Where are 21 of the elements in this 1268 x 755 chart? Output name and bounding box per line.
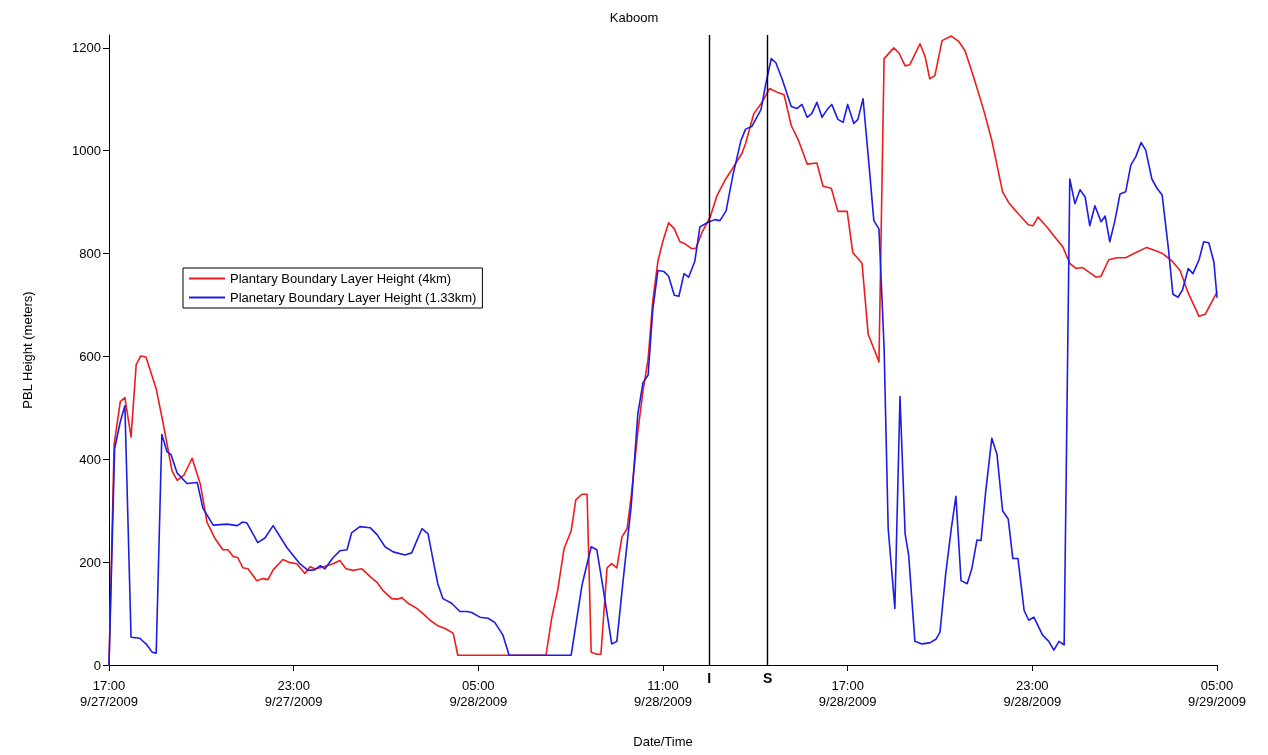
y-tick-label: 1200 [72, 40, 101, 56]
x-tick-label: 17:00 9/27/2009 [80, 677, 138, 709]
x-tick-label: 05:00 9/29/2009 [1188, 677, 1246, 709]
x-tick-label: 17:00 9/28/2009 [818, 677, 877, 709]
legend-label: Planetary Boundary Layer Height (1.33km) [230, 290, 477, 305]
y-tick-label: 1000 [72, 143, 101, 159]
y-axis-title: PBL Height (meters) [20, 291, 35, 409]
x-tick-label: 23:00 9/27/2009 [264, 677, 323, 709]
ref-line-label: I [707, 670, 712, 686]
x-axis-title: Date/Time [633, 734, 693, 749]
y-tick-label: 200 [79, 554, 101, 570]
y-tick-label: 600 [79, 348, 101, 364]
x-tick-label: 05:00 9/28/2009 [449, 677, 508, 709]
chart-title: Kaboom [609, 10, 659, 25]
y-tick-label: 0 [93, 657, 101, 673]
y-tick-label: 800 [79, 246, 101, 262]
x-tick-label: 11:00 9/28/2009 [634, 677, 692, 709]
ref-line-label: S [762, 670, 773, 686]
legend-label: Plantary Boundary Layer Height (4km) [230, 271, 452, 286]
y-tick-label: 400 [79, 451, 101, 467]
x-tick-label: 23:00 9/28/2009 [1003, 677, 1062, 709]
